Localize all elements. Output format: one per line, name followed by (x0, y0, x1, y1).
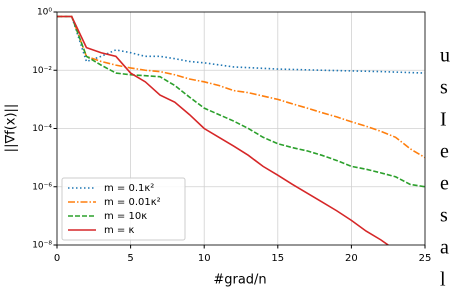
side-text: I (440, 109, 447, 131)
series-line (57, 15, 425, 74)
x-tick-label: 5 (127, 253, 133, 264)
side-text: e (440, 141, 449, 163)
x-tick-label: 25 (419, 253, 432, 264)
series-line (57, 15, 425, 188)
y-tick-label: 10⁻⁶ (32, 182, 52, 192)
y-tick-label: 10⁻² (32, 66, 52, 76)
legend-label: m = 10κ (104, 211, 147, 222)
side-text: s (440, 205, 448, 227)
series-line (57, 15, 425, 159)
x-tick-label: 10 (198, 253, 211, 264)
x-tick-label: 15 (271, 253, 284, 264)
x-axis-label: #grad/n (213, 273, 266, 288)
legend-label: m = 0.1κ² (104, 183, 154, 194)
plot-frame (56, 11, 426, 246)
x-tick-label: 20 (345, 253, 358, 264)
y-tick-label: 10⁻⁴ (32, 124, 52, 134)
side-text: s (440, 77, 448, 99)
series-line (57, 15, 389, 245)
side-text: a (440, 237, 449, 259)
y-axis-label: ||∇f(x)|| (4, 104, 19, 153)
legend-label: m = κ (104, 225, 134, 236)
y-tick-label: 10⁰ (37, 8, 52, 18)
y-tick-label: 10⁻⁸ (32, 241, 52, 251)
legend-box (61, 177, 186, 241)
legend-label: m = 0.01κ² (104, 197, 161, 208)
x-tick-label: 0 (54, 253, 60, 264)
side-text: l (440, 269, 446, 291)
side-text: e (440, 173, 449, 195)
side-text: u (440, 45, 450, 67)
